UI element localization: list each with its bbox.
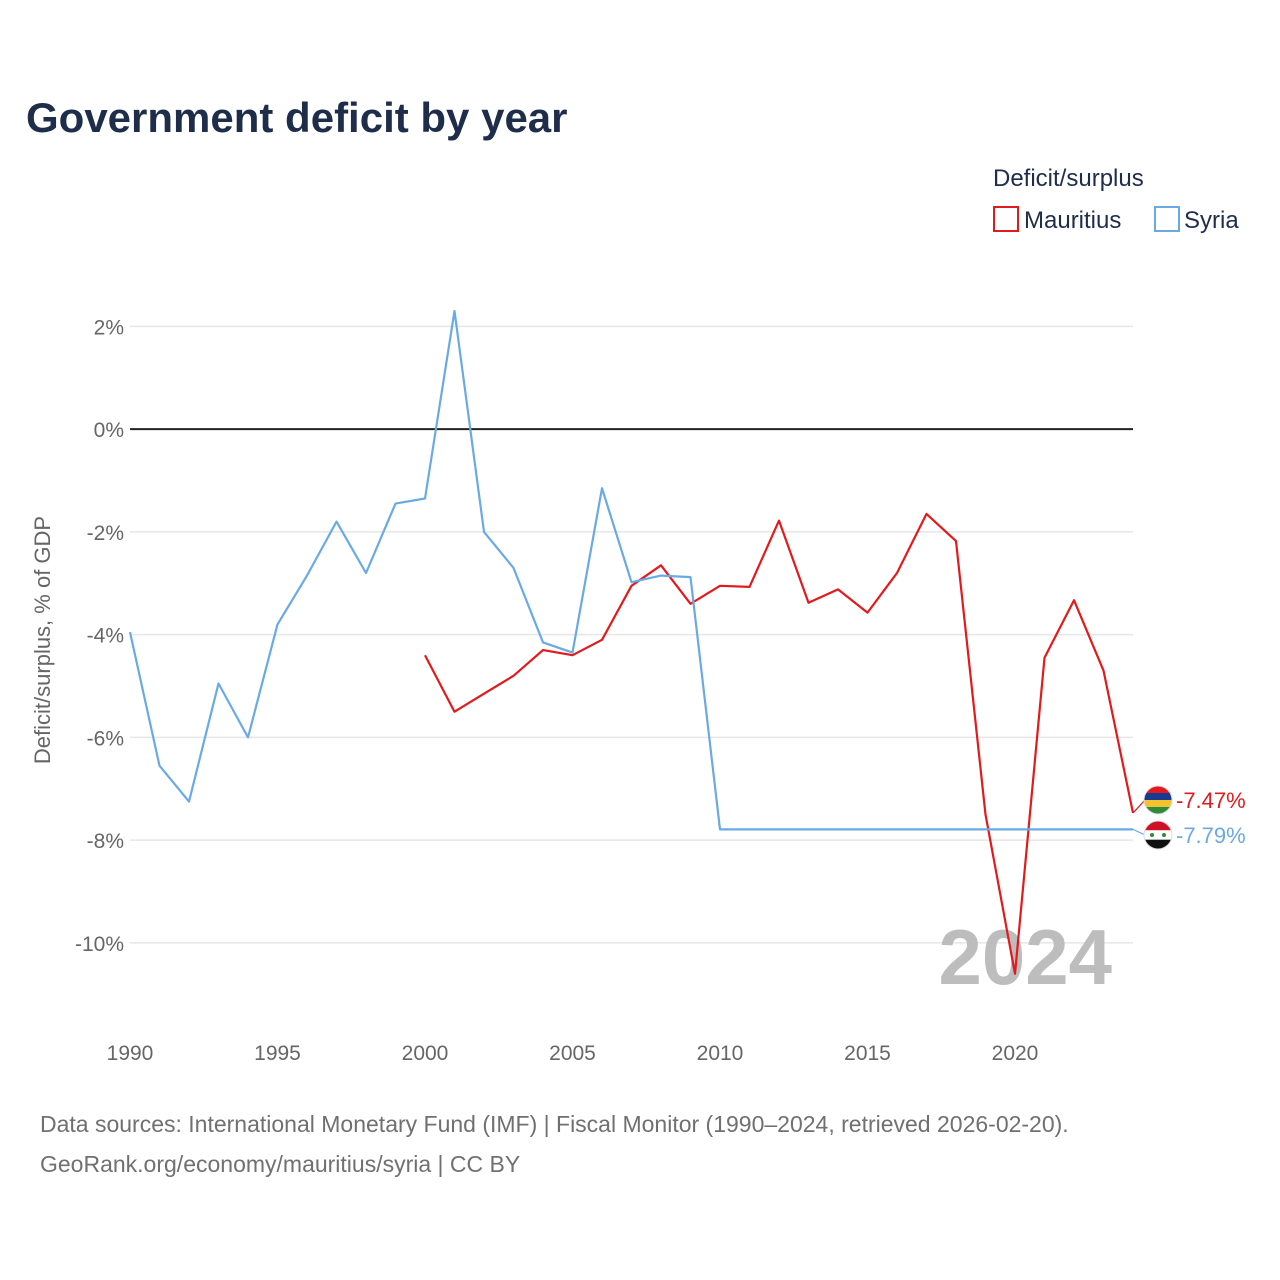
chart-title: Government deficit by year — [26, 94, 568, 141]
legend-title: Deficit/surplus — [993, 165, 1144, 192]
y-tick-label: -4% — [87, 625, 124, 648]
end-value-mauritius: -7.47% — [1176, 788, 1246, 813]
end-connector-mauritius — [1132, 799, 1146, 814]
flag-syria-icon — [1143, 820, 1173, 850]
legend-label-mauritius[interactable]: Mauritius — [1024, 207, 1121, 234]
x-tick-label: 2015 — [844, 1042, 891, 1065]
series-line-mauritius[interactable] — [424, 512, 1135, 975]
x-tick-label: 1990 — [107, 1042, 154, 1065]
y-tick-label: 2% — [94, 316, 124, 339]
x-tick-label: 2020 — [992, 1042, 1039, 1065]
source-line-1: Data sources: International Monetary Fun… — [40, 1111, 1069, 1137]
y-axis-ticks: 2% 0% -2% -4% -6% -8% -10% — [75, 316, 124, 956]
y-tick-label: 0% — [94, 419, 124, 442]
flag-mauritius-icon — [1143, 785, 1173, 815]
series — [128, 309, 1135, 975]
legend: Deficit/surplus Mauritius Syria — [993, 165, 1239, 234]
series-line-syria[interactable] — [128, 309, 1133, 831]
x-tick-label: 2010 — [697, 1042, 744, 1065]
x-tick-label: 2000 — [402, 1042, 449, 1065]
x-axis-ticks: 1990 1995 2000 2005 2010 2015 2020 — [107, 1042, 1039, 1065]
y-tick-label: -8% — [87, 830, 124, 853]
x-tick-label: 1995 — [254, 1042, 301, 1065]
legend-label-syria[interactable]: Syria — [1184, 207, 1239, 234]
x-tick-label: 2005 — [549, 1042, 596, 1065]
legend-swatch-mauritius[interactable] — [993, 206, 1019, 232]
y-tick-label: -2% — [87, 522, 124, 545]
end-connector-syria — [1132, 828, 1146, 836]
y-tick-label: -6% — [87, 727, 124, 750]
end-labels: -7.47% -7.79% — [1132, 785, 1246, 850]
end-value-syria: -7.79% — [1176, 823, 1246, 848]
legend-swatch-syria[interactable] — [1154, 206, 1180, 232]
grid — [130, 325, 1133, 944]
year-watermark: 2024 — [938, 913, 1112, 1001]
source-line-2[interactable]: GeoRank.org/economy/mauritius/syria | CC… — [40, 1151, 520, 1177]
y-tick-label: -10% — [75, 933, 124, 956]
y-axis-label: Deficit/surplus, % of GDP — [30, 516, 55, 764]
